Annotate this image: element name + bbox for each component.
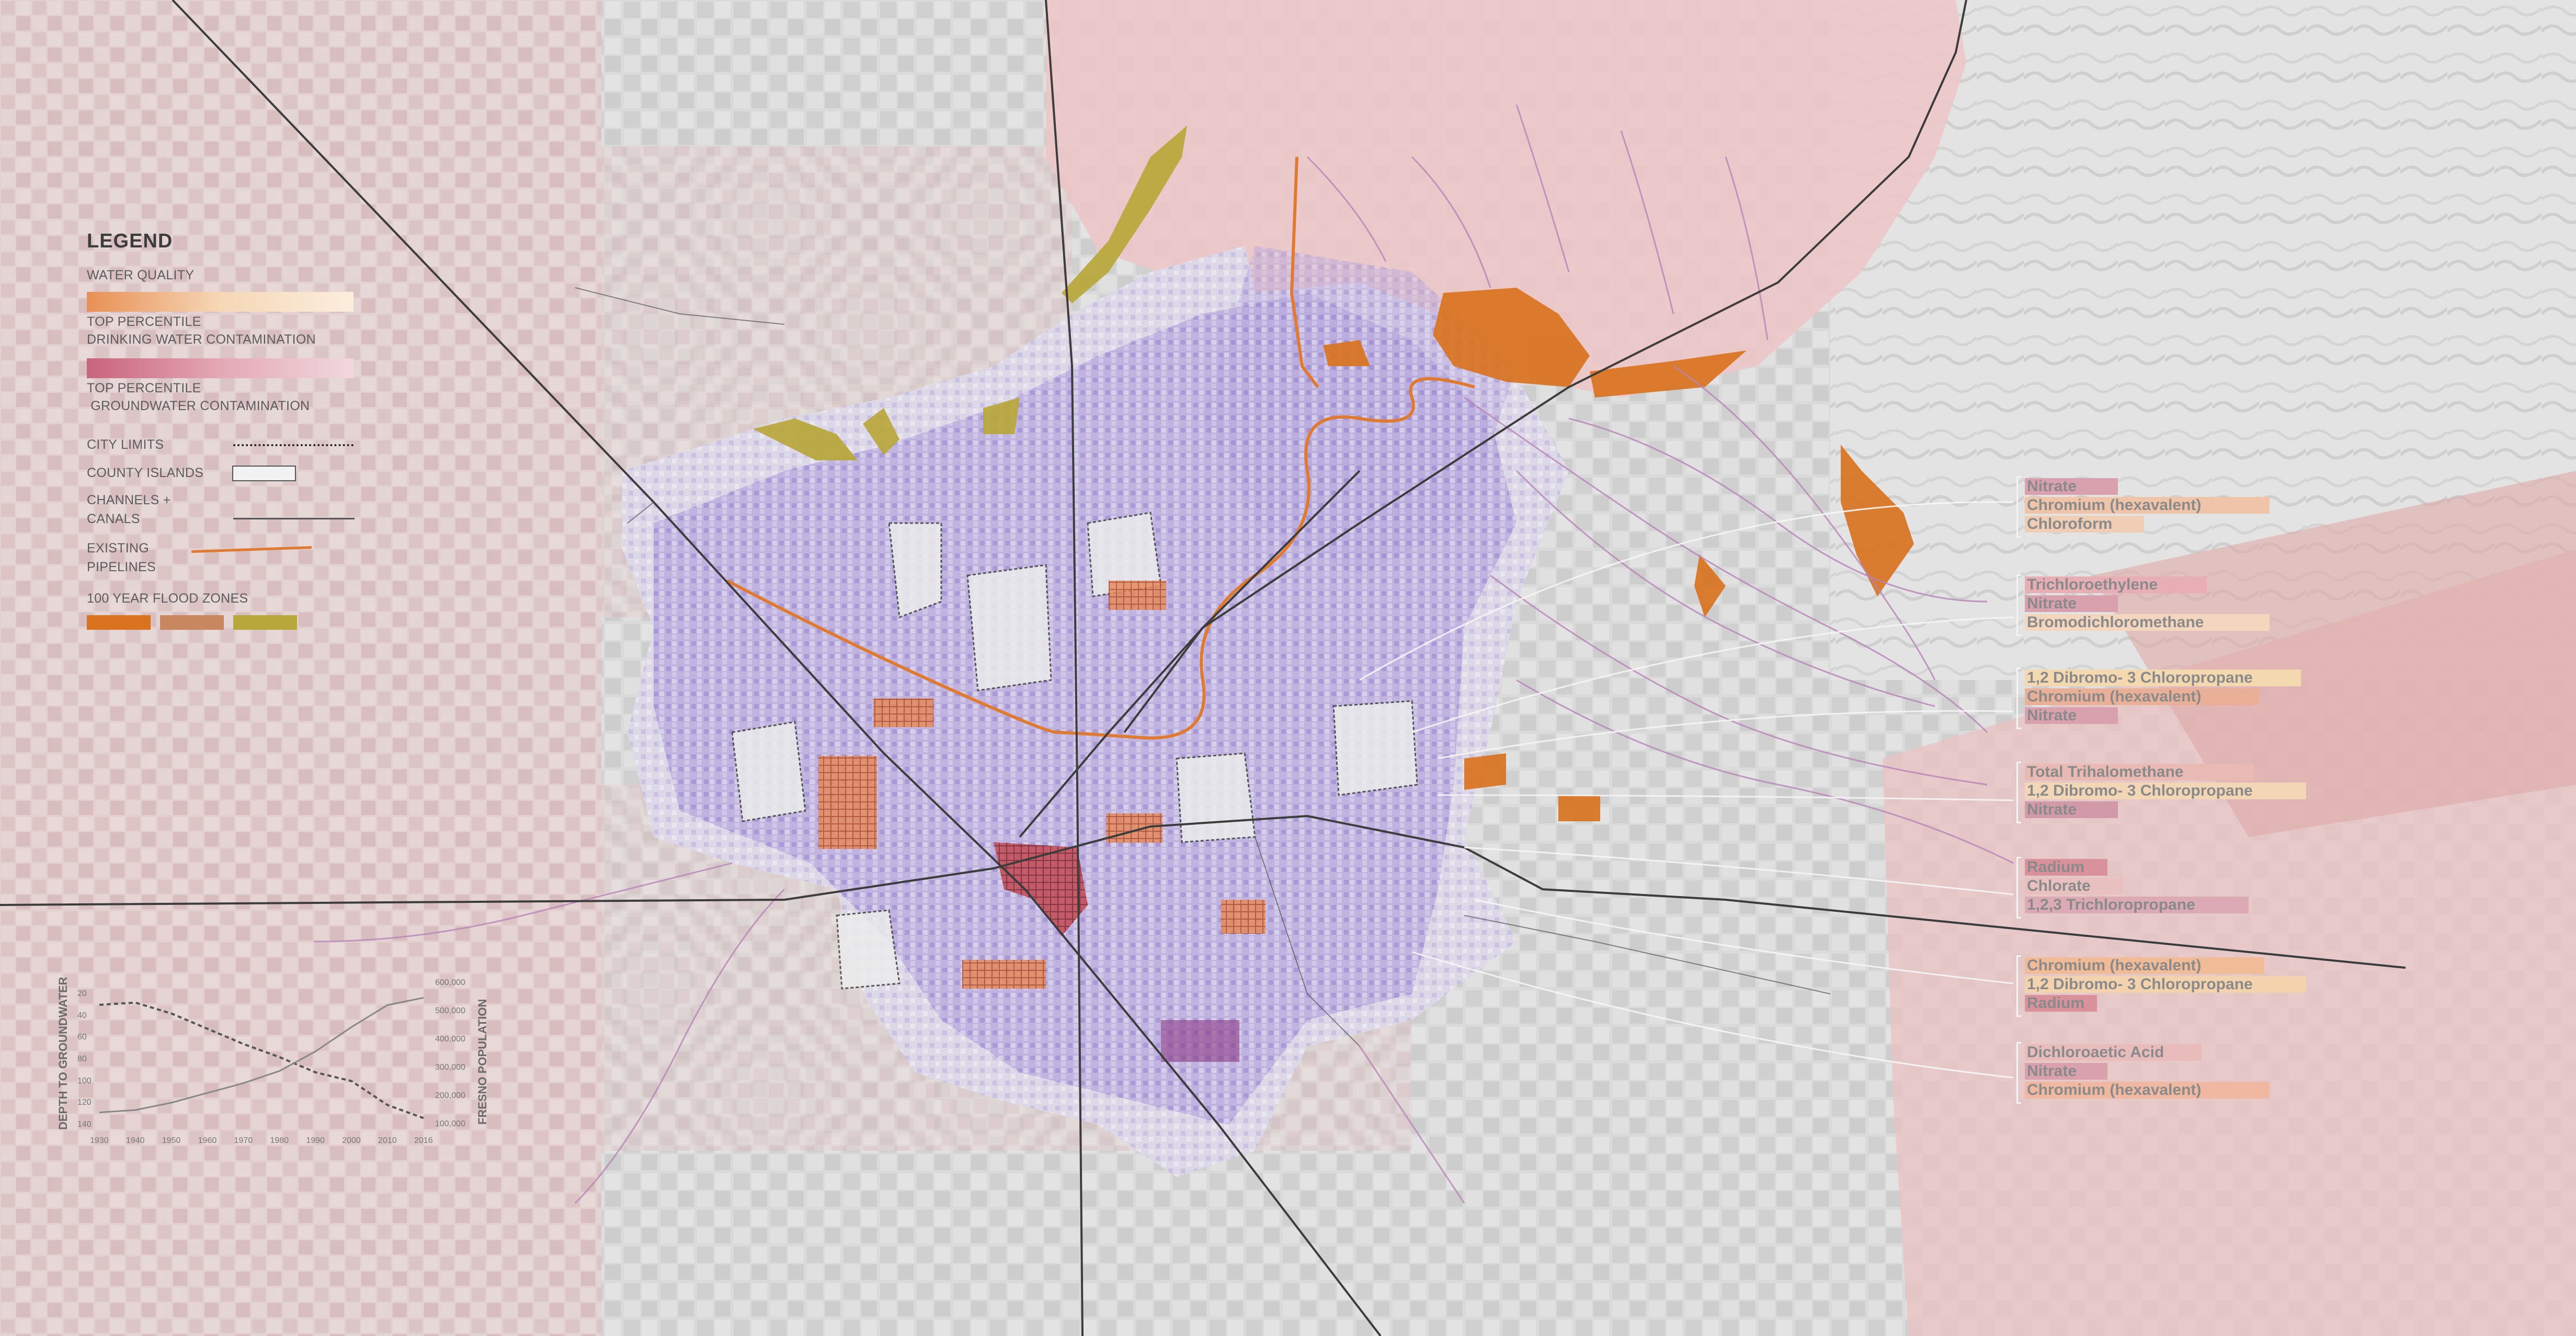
contaminant-label: Nitrate <box>2025 478 2118 495</box>
contaminant-group-bracket <box>2016 1042 2021 1104</box>
legend-water-quality-label: WATER QUALITY <box>87 268 195 282</box>
graph-right-tick: 100,000 <box>435 1119 465 1128</box>
contaminant-label: Radium <box>2025 995 2097 1012</box>
graph-right-tick: 600,000 <box>435 978 465 987</box>
legend-city-limits-label: CITY LIMITS <box>87 437 164 452</box>
graph-left-tick: 120 <box>77 1098 92 1107</box>
graph-x-tick: 2000 <box>342 1136 361 1145</box>
legend-water-quality: WATER QUALITY <box>87 266 194 285</box>
city-limits-line-icon <box>233 444 354 446</box>
contaminant-label: Chromium (hexavalent) <box>2025 1082 2270 1099</box>
flood-zone-swatches <box>87 615 380 631</box>
legend-county-islands: COUNTY ISLANDS <box>87 463 380 482</box>
contaminant-label: Dichloroaetic Acid <box>2025 1044 2202 1061</box>
graph-x-tick: 1930 <box>90 1136 109 1145</box>
contaminant-group-bracket <box>2016 955 2021 1017</box>
graph-x-tick: 1940 <box>126 1136 145 1145</box>
flood-zone-swatch-tan-icon <box>160 615 224 630</box>
legend-title: LEGEND <box>87 230 173 252</box>
contaminant-label: 1,2,3 Trichloropropane <box>2025 897 2249 913</box>
graph-left-tick: 140 <box>77 1120 92 1129</box>
legend-drinking-water: TOP PERCENTILE DRINKING WATER CONTAMINAT… <box>87 313 316 348</box>
contaminant-group-bracket <box>2016 476 2021 538</box>
graph-x-tick: 1970 <box>234 1136 253 1145</box>
graph-x-tick: 1960 <box>198 1136 217 1145</box>
legend-channels: CHANNELS + CANALS <box>87 491 380 528</box>
graph-x-tick: 1950 <box>162 1136 181 1145</box>
graph-left-tick: 60 <box>77 1033 87 1042</box>
contaminant-label: Bromodichloromethane <box>2025 614 2270 631</box>
contaminant-label: Nitrate <box>2025 707 2118 724</box>
contaminant-label: Chromium (hexavalent) <box>2025 957 2264 974</box>
legend-groundwater-label: TOP PERCENTILE GROUNDWATER CONTAMINATION <box>87 381 310 413</box>
contaminant-label: Chlorate <box>2025 878 2123 895</box>
contaminant-label: Nitrate <box>2025 801 2118 818</box>
legend-pipelines: EXISTING PIPELINES <box>87 539 380 576</box>
contaminant-group-bracket <box>2016 667 2021 729</box>
contaminant-group-bracket <box>2016 762 2021 823</box>
contaminant-group-bracket <box>2016 574 2021 636</box>
contaminant-label: 1,2 Dibromo- 3 Chloropropane <box>2025 976 2306 993</box>
county-islands-swatch-icon <box>232 466 296 481</box>
contaminant-label: Nitrate <box>2025 595 2118 612</box>
legend-flood-zones: 100 YEAR FLOOD ZONES <box>87 589 380 608</box>
contaminant-label: Chromium (hexavalent) <box>2025 497 2270 514</box>
contaminant-label: 1,2 Dibromo- 3 Chloropropane <box>2025 670 2301 686</box>
contaminant-label: Nitrate <box>2025 1063 2107 1080</box>
graph-left-tick: 40 <box>77 1011 87 1020</box>
flood-zone-swatch-olive-icon <box>233 615 297 630</box>
population-line <box>99 997 424 1114</box>
graph-left-tick: 100 <box>77 1076 92 1085</box>
contaminant-label: Radium <box>2025 859 2107 876</box>
contaminant-label: Trichloroethylene <box>2025 576 2207 593</box>
channels-line-icon <box>233 518 355 519</box>
depth-to-groundwater-line <box>99 1001 424 1119</box>
map-legend: LEGEND WATER QUALITY TOP PERCENTILE DRIN… <box>87 230 380 630</box>
graph-left-tick: 80 <box>77 1055 87 1063</box>
contaminant-label: Chloroform <box>2025 516 2144 533</box>
legend-drinking-water-label: TOP PERCENTILE DRINKING WATER CONTAMINAT… <box>87 314 316 347</box>
contaminant-group-bracket <box>2016 857 2021 919</box>
drinking-water-gradient-bar <box>87 292 354 312</box>
graph-right-tick: 400,000 <box>435 1035 465 1044</box>
contaminant-label: 1,2 Dibromo- 3 Chloropropane <box>2025 783 2306 799</box>
legend-channels-label: CHANNELS + CANALS <box>87 493 171 526</box>
flood-zone-swatch-orange-icon <box>87 615 151 630</box>
graph-x-tick: 2010 <box>378 1136 397 1145</box>
graph-x-tick: 2016 <box>414 1136 433 1145</box>
graph-right-tick: 500,000 <box>435 1006 465 1015</box>
graph-right-tick: 300,000 <box>435 1063 465 1072</box>
graph-left-tick: 20 <box>77 989 87 998</box>
legend-flood-zones-label: 100 YEAR FLOOD ZONES <box>87 591 248 606</box>
graph-plot-area <box>99 997 424 1119</box>
graph-right-tick: 200,000 <box>435 1091 465 1100</box>
groundwater-gradient-bar <box>87 358 354 378</box>
graph-x-tick: 1990 <box>306 1136 325 1145</box>
legend-city-limits: CITY LIMITS <box>87 435 380 454</box>
legend-pipelines-label: EXISTING PIPELINES <box>87 541 156 574</box>
legend-groundwater: TOP PERCENTILE GROUNDWATER CONTAMINATION <box>87 379 310 415</box>
legend-county-islands-label: COUNTY ISLANDS <box>87 466 204 480</box>
contaminant-label: Total Trihalomethane <box>2025 764 2254 780</box>
contaminant-label: Chromium (hexavalent) <box>2025 688 2259 705</box>
groundwater-population-graph: DEPTH TO GROUNDWATER FRESNO POPULATION 2… <box>47 952 507 1151</box>
graph-x-tick: 1980 <box>270 1136 289 1145</box>
